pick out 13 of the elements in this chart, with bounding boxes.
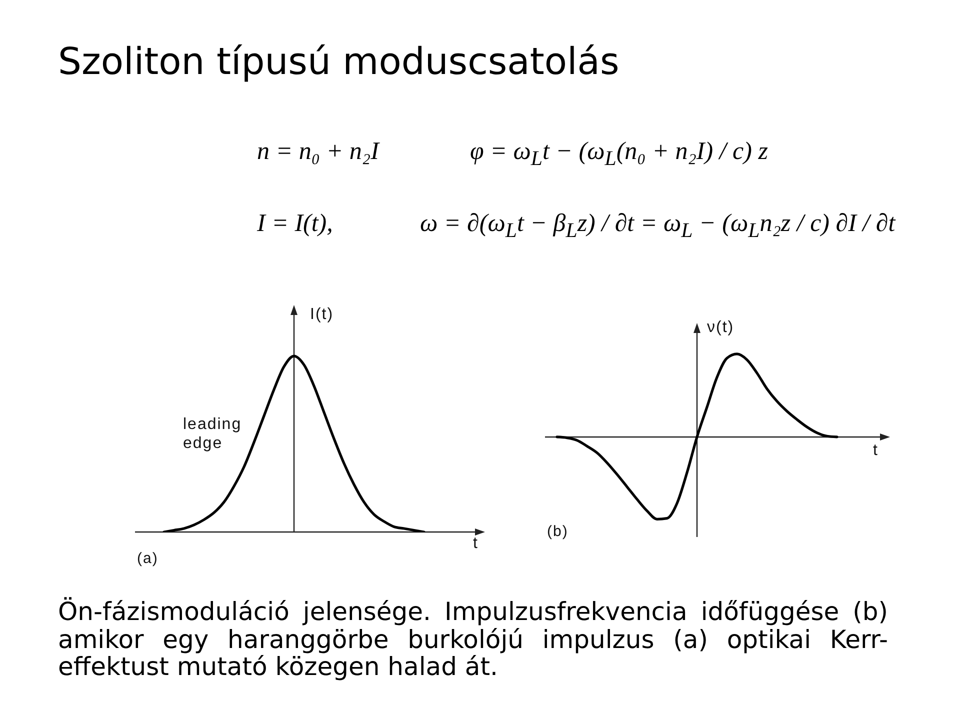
x-axis-title: t [873,442,878,460]
text: φ = ω$_{L}$t − (ω$_{L}$(n₀ + n₂I) / c) z [470,138,768,171]
text: Ön-fázismoduláció jelensége. Impulzusfrekvencia időfüggése (b) amikor egy haranggörbe burkolójú impulzus (a) optikai Kerr-effektust mutató közegen halad át. [58,597,888,681]
text: Szoliton típusú moduscsatolás [58,40,620,83]
text: (b) [547,523,568,540]
text: (a) [137,550,158,567]
annotation: leading edge [183,415,243,453]
text: n = n₀ + n₂I [257,138,379,166]
text: ω = ∂(ω$_{L}$t − β$_{L}$z) / ∂t = ω$_{L}$ − (ω$_{L}$n₂z / c) ∂I / ∂t [420,210,896,242]
text: I = I(t), [257,210,333,238]
x-axis-title: t [473,535,478,553]
y-axis-title: ν(t) [707,319,734,337]
y-axis-title: I(t) [310,306,334,324]
